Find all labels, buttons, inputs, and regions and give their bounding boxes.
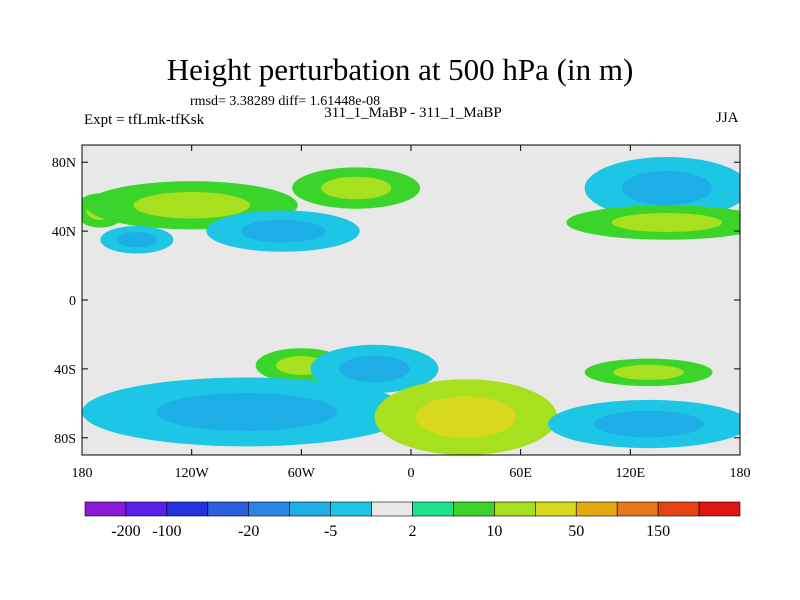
colorbar-box [494,501,536,517]
y-tick-label: 80S [54,432,76,447]
colorbar-label: -20 [238,523,259,540]
colorbar-box [248,501,290,517]
experiment-label: Expt = tfLmk-tfKsk [84,112,205,128]
y-tick-label: 40N [52,225,76,240]
y-tick-label: 40S [54,363,76,378]
colorbar-box [453,501,495,517]
x-tick-label: 180 [72,466,93,481]
x-tick-label: 120W [175,466,210,481]
colorbar-box [657,501,700,517]
colorbar-box [84,501,127,517]
colorbar-box [330,501,372,517]
region-core-south-indian-ridge [613,364,684,380]
colorbar-box [207,501,250,517]
region-core-north-atlantic-low [240,219,326,243]
x-tick-label: 60E [509,466,532,481]
y-tick-label: 0 [69,294,76,309]
colorbar-box [535,501,577,517]
x-tick-label: 60W [288,466,316,481]
region-core-southern-ocean-low [156,393,337,431]
colorbar-label: 50 [568,523,584,540]
colorbar-label: 10 [486,523,502,540]
region-core-south-atlantic-low [339,355,410,383]
y-tick-label: 80N [52,156,76,171]
region-core-east-asia-ridge [611,213,723,232]
colorbar-label: -5 [324,523,337,540]
colorbar-box [289,501,331,517]
season-label: JJA [716,110,739,126]
colorbar-label: -200 [111,523,140,540]
shaded-regions [82,157,740,455]
region-core-siberian-low [621,171,713,206]
region-core-nw-atlantic-ridge [320,176,392,200]
colorbar-box [698,501,741,517]
colorbar-label: -100 [152,523,181,540]
colorbar-box [166,501,209,517]
stats-line: rmsd= 3.38289 diff= 1.61448e-08 [190,94,381,109]
colorbar-label: 150 [646,523,670,540]
center-label: 311_1_MaBP - 311_1_MaBP [324,105,502,121]
x-tick-label: 180 [730,466,751,481]
colorbar-box [371,501,413,517]
colorbar-box [125,501,168,517]
colorbar-box [412,501,454,517]
x-tick-label: 120E [616,466,646,481]
region-core-north-pacific-band [133,192,250,219]
chart-title: Height perturbation at 500 hPa (in m) [166,52,634,87]
colorbar-label: 2 [409,523,417,540]
x-tick-label: 0 [408,466,415,481]
colorbar-box [616,501,659,517]
region-core-southern-indian-ridge [415,396,517,438]
region-core-central-north-pacific-low [116,232,157,248]
colorbar-box [575,501,618,517]
region-core-australian-sector-low [593,410,704,438]
